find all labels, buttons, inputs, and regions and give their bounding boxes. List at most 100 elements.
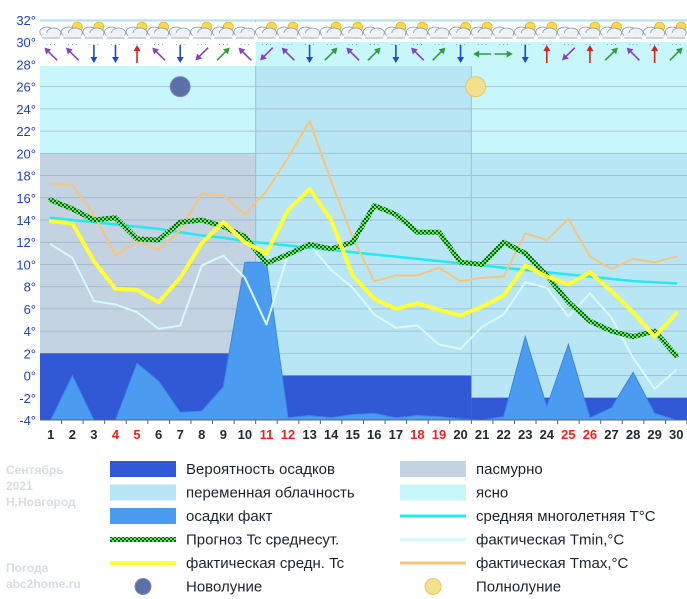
rain-dots: . . .: [628, 40, 638, 47]
wind-head: [626, 47, 634, 55]
x-tick-label: 26: [583, 427, 597, 442]
rain-dots: . . .: [132, 40, 142, 47]
wind-row-bg: [40, 42, 256, 66]
cloud-base: [408, 33, 427, 38]
legend-label: осадки факт: [186, 508, 272, 525]
rain-dots: . . .: [520, 40, 530, 47]
y-tick-label: 18°: [16, 169, 36, 184]
y-tick-label: 6°: [24, 302, 36, 317]
precip-layer: [40, 261, 687, 421]
site-info: Погода abc2home.ru: [6, 560, 81, 592]
wind-arrow-icon: [432, 47, 446, 61]
rain-dots: . . .: [348, 40, 358, 47]
x-tick-label: 17: [389, 427, 403, 442]
weather-icon: . . .: [362, 26, 385, 47]
x-tick-label: 6: [155, 427, 162, 442]
weather-icon: . . .: [233, 26, 256, 47]
rain-dots: . . .: [67, 40, 77, 47]
rain-dots: . . .: [89, 40, 99, 47]
x-tick-label: 13: [302, 427, 316, 442]
norm_mean-line: [49, 216, 678, 285]
legend-label: пасмурно: [476, 461, 543, 478]
legend-swatch: [110, 461, 176, 477]
x-tick-label: 5: [133, 427, 140, 442]
cloud-base: [580, 33, 599, 38]
cloud-base: [171, 33, 190, 38]
x-tick-label: 9: [220, 427, 227, 442]
precip-fact-area: [49, 261, 677, 421]
side-info: Сентябрь 2021 Н.Новгород: [6, 462, 76, 510]
new-moon-icon: [169, 76, 191, 98]
wind-arrow-icon: [346, 47, 360, 61]
legend-label: ясно: [476, 485, 508, 502]
y-tick-label: 2°: [24, 346, 36, 361]
weather-icon: . . .: [104, 26, 126, 47]
x-tick-label: 10: [238, 427, 252, 442]
cloud-base: [473, 33, 492, 38]
tmin-line: [49, 243, 678, 390]
rain-dots: . . .: [111, 40, 121, 47]
weather-icon: . . .: [600, 21, 622, 47]
rain-dots: . . .: [240, 40, 250, 47]
tmax-line: [49, 120, 678, 283]
y-tick-label: 4°: [24, 324, 36, 339]
rain-dots: . . .: [413, 40, 423, 47]
wind-head: [176, 57, 184, 63]
precip-chance-band: [255, 375, 472, 420]
y-tick-label: 24°: [16, 102, 36, 117]
wind-head: [457, 57, 465, 63]
wind-head: [152, 47, 159, 55]
weather-icon: . . .: [298, 26, 320, 47]
legend-item-forecast-mean: Прогноз Tc среднесут.: [110, 532, 339, 549]
weather-icon: . . .: [578, 21, 601, 47]
full-moon-icon: [424, 578, 442, 595]
legend-item-variable-cloud: переменная облачность: [110, 484, 355, 502]
x-tick-label: 14: [324, 427, 339, 442]
wind-head: [473, 50, 480, 58]
weather-icon: . . .: [255, 21, 277, 47]
cloud-base: [386, 33, 405, 38]
weather-icon: . . .: [556, 26, 579, 47]
x-tick-label: 29: [647, 427, 661, 442]
site-caption: Погода: [6, 561, 49, 575]
weather-icon: . . .: [82, 21, 105, 47]
wind-arrow-icon: [604, 47, 618, 61]
weather-icon: . . .: [470, 21, 493, 47]
y-tick-label: 28°: [16, 57, 36, 72]
wind-arrow-icon: [521, 45, 529, 63]
cloud-base: [257, 33, 276, 38]
y-tick-label: 30°: [16, 35, 36, 50]
wind-head: [260, 53, 267, 61]
cloud-base: [645, 33, 664, 38]
rain-dots: . . .: [499, 40, 509, 47]
cloud-base: [84, 33, 103, 38]
x-tick-label: 28: [626, 427, 640, 442]
wind-arrow-icon: [411, 47, 425, 61]
x-tick-label: 11: [260, 427, 274, 442]
x-tick-label: 2: [69, 427, 76, 442]
x-tick-label: 27: [604, 427, 618, 442]
x-tick-label: 24: [540, 427, 555, 442]
y-tick-label: 14°: [16, 213, 36, 228]
x-tick-label: 25: [561, 427, 575, 442]
legend-item-actual-mean: фактическая средн. Tc: [110, 555, 345, 572]
wind-arrow-icon: [44, 47, 58, 61]
wind-head: [651, 45, 659, 51]
city-label: Н.Новгород: [6, 495, 76, 509]
x-tick-label: 3: [90, 427, 97, 442]
cloud-base: [192, 33, 211, 38]
legend-swatch: [400, 461, 466, 477]
legend-label: Вероятность осадков: [186, 461, 335, 478]
x-tick-label: 4: [112, 427, 120, 442]
wind-head: [44, 47, 52, 55]
forecast_mean-line: [48, 197, 679, 359]
weather-icon: . . .: [449, 21, 471, 47]
cloud-base: [149, 33, 168, 38]
wind-arrow-icon: [626, 47, 641, 61]
weather-icon: . . .: [427, 26, 450, 47]
cloud-base: [106, 33, 125, 38]
wind-head: [133, 45, 141, 51]
x-tick-label: 16: [367, 427, 381, 442]
wind-head: [675, 47, 683, 55]
legend-label: фактическая средн. Tc: [186, 555, 345, 572]
